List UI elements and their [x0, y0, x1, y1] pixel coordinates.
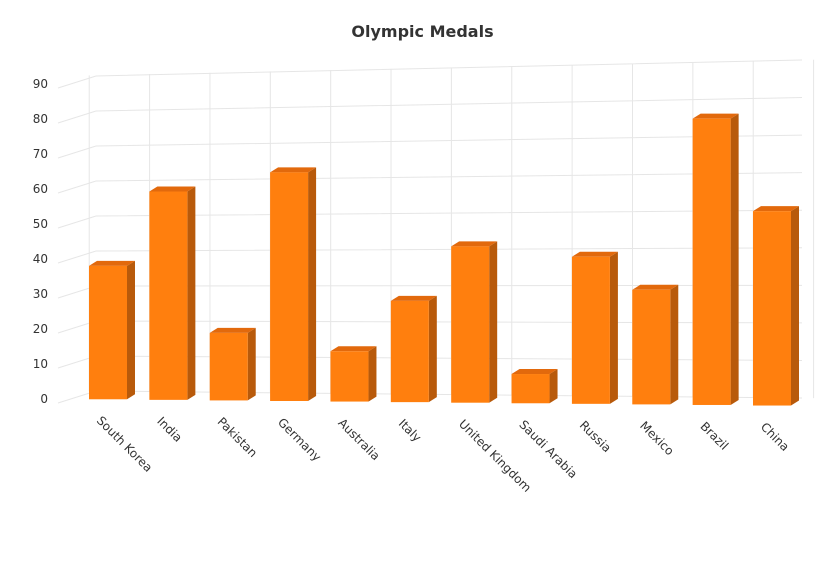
bar-side	[247, 327, 256, 401]
bar-top	[270, 167, 317, 173]
y-tick-label-40: 40	[33, 252, 48, 266]
bar-pakistan[interactable]	[209, 327, 256, 401]
bar-australia[interactable]	[330, 346, 377, 402]
y-tick-label-70: 70	[33, 147, 48, 161]
bar-front	[571, 256, 610, 404]
x-tick-label-russia: Russia	[577, 418, 614, 455]
bar-front	[330, 351, 369, 402]
x-tick-label-germany: Germany	[275, 415, 324, 464]
bar-side	[489, 241, 498, 403]
bar-top	[511, 369, 558, 375]
bar-side	[127, 260, 135, 400]
bar-united-kingdom[interactable]	[451, 241, 498, 403]
bar-front	[632, 289, 671, 405]
bar-front	[451, 246, 490, 403]
bar-side	[308, 167, 317, 401]
y-tick-label-80: 80	[33, 112, 48, 126]
y-tick-label-30: 30	[33, 287, 48, 301]
bar-top	[632, 284, 679, 290]
bar-front	[89, 265, 127, 400]
grid-line-40	[57, 247, 803, 264]
chart-title: Olympic Medals	[351, 22, 494, 41]
y-tick-label-0: 0	[40, 392, 48, 406]
bar-top	[209, 327, 256, 333]
bar-side	[549, 369, 558, 404]
bar-top	[390, 295, 437, 301]
bar-china[interactable]	[753, 206, 799, 406]
bar-top	[330, 346, 377, 352]
bar-south-korea[interactable]	[89, 260, 135, 400]
x-tick-label-italy: Italy	[396, 416, 424, 444]
grid-line-60	[57, 172, 803, 194]
bar-russia[interactable]	[571, 251, 618, 404]
bar-front	[753, 211, 791, 406]
bar-saudi-arabia[interactable]	[511, 369, 558, 404]
bar-side	[730, 113, 739, 405]
bar-side	[670, 284, 679, 405]
bar-top	[692, 113, 739, 119]
bar-front	[390, 300, 429, 403]
bar-front	[511, 374, 550, 404]
bar-front	[270, 172, 309, 401]
y-tick-label-50: 50	[33, 217, 48, 231]
bar-top	[753, 206, 799, 212]
bar-side	[609, 251, 618, 404]
bar-top	[89, 260, 135, 266]
bar-front	[149, 191, 188, 400]
y-tick-label-10: 10	[33, 357, 48, 371]
x-tick-label-india: India	[154, 414, 185, 445]
x-tick-label-brazil: Brazil	[698, 419, 732, 453]
grid-line-90	[57, 59, 803, 89]
bar-side	[428, 295, 437, 403]
bar-side	[187, 186, 196, 400]
bar-side	[368, 346, 377, 402]
x-axis-ticks: South Korea India Pakistan Germany Australia…	[94, 414, 792, 495]
x-tick-label-australia: Australia	[335, 416, 382, 463]
bar-front	[209, 332, 248, 401]
bar-front	[692, 118, 731, 405]
bar-mexico[interactable]	[632, 284, 679, 405]
y-tick-label-60: 60	[33, 182, 48, 196]
bars	[89, 113, 799, 406]
bar-india[interactable]	[149, 186, 196, 400]
x-tick-label-south-korea: South Korea	[94, 414, 155, 475]
bar-brazil[interactable]	[692, 113, 739, 405]
x-tick-label-saudi-arabia: Saudi Arabia	[516, 417, 580, 481]
grid-line-70	[57, 134, 803, 159]
bar-side	[791, 206, 799, 406]
x-tick-label-pakistan: Pakistan	[215, 415, 260, 460]
bar-top	[571, 251, 618, 257]
bar-italy[interactable]	[390, 295, 437, 403]
bar-top	[149, 186, 196, 192]
x-tick-label-mexico: Mexico	[637, 419, 677, 459]
y-tick-label-90: 90	[33, 77, 48, 91]
grid-line-50	[57, 209, 803, 229]
grid-line-80	[57, 97, 803, 124]
bar-top	[451, 241, 498, 247]
y-axis-ticks: 0 10 20 30 40 50 60 70 80 90	[33, 77, 48, 406]
y-tick-label-20: 20	[33, 322, 48, 336]
bar-germany[interactable]	[270, 167, 317, 401]
x-tick-label-china: China	[758, 420, 792, 454]
